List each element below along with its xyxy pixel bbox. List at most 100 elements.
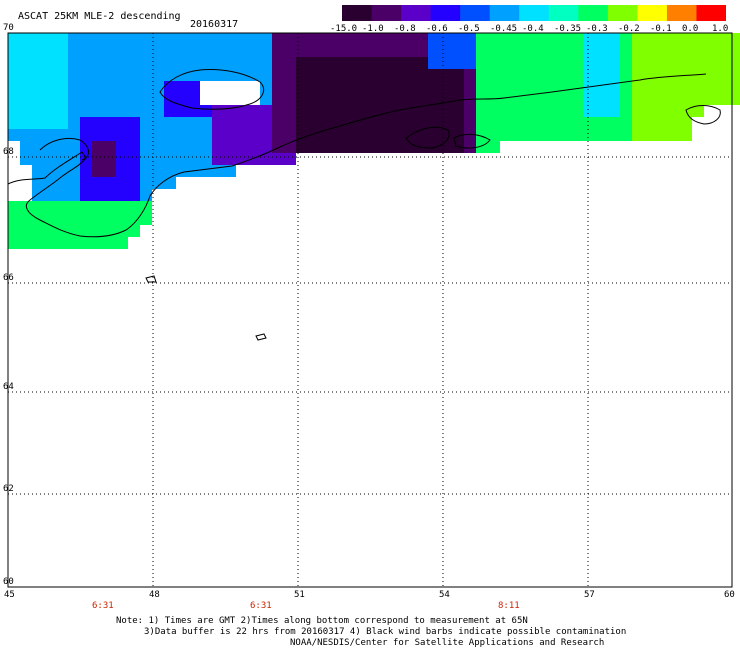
wind-cell (644, 57, 656, 69)
wind-cell (404, 33, 416, 45)
wind-cell (164, 165, 176, 177)
wind-cell (656, 69, 668, 81)
wind-cell (116, 33, 128, 45)
wind-cell (176, 93, 188, 105)
wind-cell (440, 45, 452, 57)
wind-cell (44, 57, 56, 69)
wind-cell (260, 105, 272, 117)
wind-cell (440, 33, 452, 45)
wind-cell (92, 69, 104, 81)
wind-cell (104, 93, 116, 105)
wind-cell (332, 129, 344, 141)
wind-cell (356, 45, 368, 57)
wind-cell (20, 225, 32, 237)
wind-cell (116, 213, 128, 225)
wind-cell (356, 33, 368, 45)
wind-cell (140, 117, 152, 129)
wind-cell (512, 69, 524, 81)
wind-cell (680, 117, 692, 129)
wind-cell (212, 153, 224, 165)
wind-cell (68, 141, 80, 153)
wind-cell (176, 45, 188, 57)
wind-cell (128, 81, 140, 93)
wind-cell (692, 81, 704, 93)
latitude-label: 60 (3, 577, 14, 587)
wind-cell (464, 117, 476, 129)
wind-cell (548, 81, 560, 93)
wind-cell (104, 105, 116, 117)
wind-cell (116, 201, 128, 213)
colorbar-label: 0.0 (682, 24, 699, 34)
wind-cell (392, 129, 404, 141)
wind-cell (380, 93, 392, 105)
wind-cell (56, 201, 68, 213)
wind-cell (116, 153, 128, 165)
wind-cell (596, 45, 608, 57)
wind-cell (8, 129, 20, 141)
wind-cell (128, 93, 140, 105)
wind-cell (512, 45, 524, 57)
wind-cell (68, 177, 80, 189)
wind-cell (20, 57, 32, 69)
wind-cell (128, 165, 140, 177)
wind-cell (356, 93, 368, 105)
wind-cell (692, 93, 704, 105)
wind-cell (320, 129, 332, 141)
wind-cell (32, 57, 44, 69)
note-line-1: Note: 1) Times are GMT 2)Times along bot… (116, 616, 528, 626)
wind-cell (44, 117, 56, 129)
wind-cell (620, 93, 632, 105)
wind-cell (392, 105, 404, 117)
wind-cell (116, 117, 128, 129)
wind-cell (332, 117, 344, 129)
colorbar-swatch (607, 5, 638, 21)
wind-cell (680, 45, 692, 57)
wind-cell (296, 45, 308, 57)
wind-cell (164, 33, 176, 45)
wind-cell (224, 141, 236, 153)
wind-cell (476, 45, 488, 57)
colorbar-label: -0.6 (426, 24, 448, 34)
wind-cell (500, 33, 512, 45)
wind-cell (608, 57, 620, 69)
wind-cell (632, 81, 644, 93)
wind-cell (428, 117, 440, 129)
colorbar-swatch (460, 5, 491, 21)
wind-cell (8, 237, 20, 249)
wind-cell (56, 105, 68, 117)
wind-cell (428, 81, 440, 93)
wind-cell (632, 57, 644, 69)
wind-cell (380, 129, 392, 141)
wind-cell (128, 69, 140, 81)
wind-cell (8, 33, 20, 45)
colorbar-swatch (430, 5, 461, 21)
wind-cell (428, 105, 440, 117)
wind-cell (284, 117, 296, 129)
wind-cell (380, 141, 392, 153)
wind-cell (32, 153, 44, 165)
wind-cell (632, 45, 644, 57)
wind-cell (68, 237, 80, 249)
wind-cell (296, 141, 308, 153)
wind-cell (200, 33, 212, 45)
wind-cell (368, 69, 380, 81)
wind-cell (128, 33, 140, 45)
wind-cell (272, 117, 284, 129)
wind-cell (140, 153, 152, 165)
wind-cell (80, 45, 92, 57)
wind-cell (500, 81, 512, 93)
wind-cell (464, 105, 476, 117)
wind-cell (308, 141, 320, 153)
wind-cell (320, 105, 332, 117)
wind-cell (428, 45, 440, 57)
colorbar-swatch (519, 5, 550, 21)
wind-cell (536, 129, 548, 141)
wind-cell (140, 165, 152, 177)
wind-cell (44, 201, 56, 213)
wind-cell (56, 153, 68, 165)
wind-cell (56, 117, 68, 129)
wind-cell (104, 33, 116, 45)
wind-cell (92, 57, 104, 69)
wind-cell (356, 69, 368, 81)
